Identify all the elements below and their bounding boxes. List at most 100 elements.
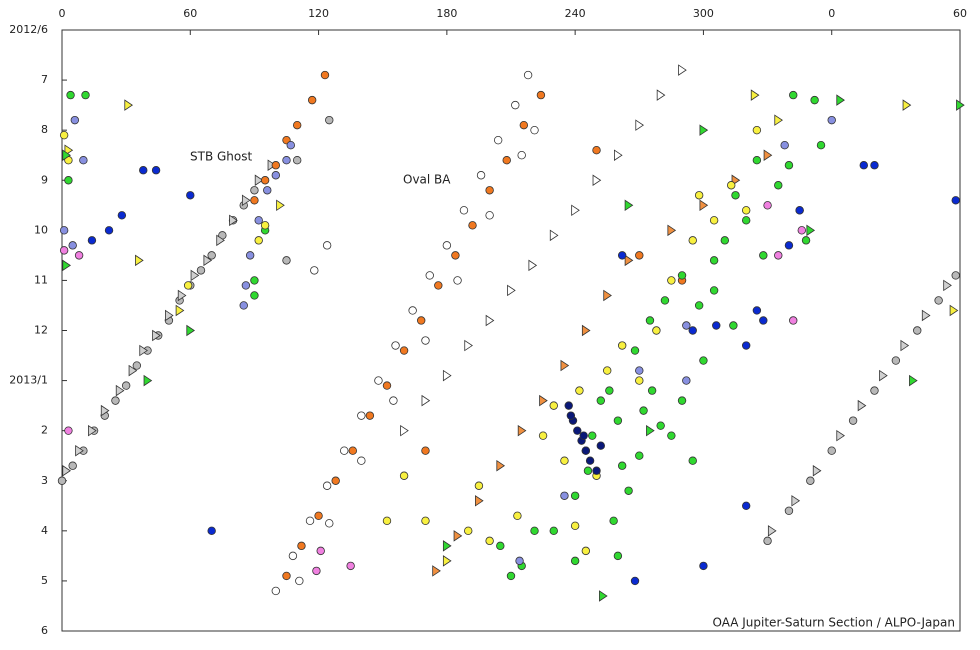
circle-marker — [667, 431, 676, 440]
y-tick-label: 2013/1 — [9, 374, 48, 387]
circle-marker — [408, 306, 417, 315]
y-tick-label: 11 — [34, 273, 48, 286]
circle-marker — [913, 326, 922, 335]
circle-marker — [254, 216, 263, 225]
circle-marker — [389, 396, 398, 405]
circle-marker — [588, 431, 597, 440]
circle-marker — [374, 376, 383, 385]
triangle-marker — [216, 234, 225, 247]
circle-marker — [57, 476, 67, 485]
circle-marker — [295, 576, 304, 586]
circle-marker — [801, 236, 811, 245]
circle-marker — [660, 296, 670, 305]
y-tick-label: 3 — [41, 474, 48, 487]
circle-marker — [64, 426, 73, 435]
circle-marker — [312, 566, 321, 576]
circle-marker — [357, 411, 366, 420]
annotation: Oval BA — [403, 173, 451, 187]
circle-marker — [451, 251, 460, 260]
circle-marker — [59, 226, 69, 235]
circle-marker — [421, 516, 430, 526]
circle-marker — [564, 401, 573, 410]
triangle-marker — [177, 289, 187, 302]
triangle-marker — [624, 199, 634, 212]
circle-marker — [79, 156, 88, 165]
triangle-marker — [88, 424, 97, 437]
triangle-marker — [949, 304, 959, 317]
circle-marker — [613, 551, 623, 561]
triangle-marker — [442, 555, 452, 567]
triangle-marker — [560, 359, 570, 372]
circle-marker — [583, 466, 593, 475]
triangle-marker — [75, 444, 84, 457]
circle-marker — [774, 251, 783, 260]
triangle-marker — [921, 309, 931, 322]
circle-marker — [271, 586, 281, 596]
circle-marker — [207, 526, 216, 536]
y-tick-label: 2012/6 — [9, 23, 48, 36]
circle-marker — [459, 206, 469, 215]
y-tick-label: 7 — [41, 73, 48, 86]
circle-marker — [759, 316, 768, 325]
circle-marker — [139, 166, 148, 175]
triangle-marker — [496, 459, 506, 472]
circle-marker — [709, 216, 719, 225]
triangle-marker — [699, 124, 709, 136]
triangle-marker — [62, 464, 71, 477]
circle-marker — [207, 251, 216, 260]
triangle-marker — [124, 99, 134, 111]
circle-marker — [485, 211, 494, 220]
circle-marker — [549, 401, 558, 410]
circle-marker — [241, 281, 251, 290]
circle-marker — [365, 411, 375, 420]
circle-marker — [605, 386, 614, 395]
circle-marker — [617, 251, 627, 260]
circle-marker — [511, 100, 520, 110]
circle-marker — [699, 561, 708, 571]
triangle-marker — [900, 339, 910, 352]
x-tick-label: 0 — [59, 7, 66, 20]
circle-marker — [630, 346, 640, 355]
circle-marker — [151, 166, 161, 175]
circle-marker — [699, 356, 708, 365]
circle-marker — [951, 271, 960, 280]
circle-marker — [617, 461, 627, 470]
triangle-marker — [400, 424, 409, 437]
triangle-marker — [774, 114, 783, 126]
triangle-marker — [539, 394, 548, 407]
circle-marker — [485, 186, 494, 195]
circle-marker — [263, 186, 272, 195]
circle-marker — [66, 90, 75, 100]
triangle-marker — [836, 429, 845, 442]
circle-marker — [382, 381, 392, 390]
triangle-marker — [139, 344, 148, 357]
circle-marker — [523, 70, 533, 80]
triangle-marker — [909, 374, 918, 387]
x-tick-label: 300 — [693, 7, 714, 20]
circle-marker — [346, 561, 355, 571]
circle-marker — [759, 251, 768, 260]
circle-marker — [493, 135, 503, 145]
x-tick-label: 120 — [308, 7, 329, 20]
triangle-marker — [152, 329, 161, 342]
circle-marker — [519, 120, 529, 130]
triangle-marker — [767, 525, 777, 537]
circle-marker — [425, 271, 434, 280]
triangle-marker — [750, 89, 760, 101]
triangle-marker — [763, 149, 773, 161]
circle-marker — [305, 516, 315, 526]
circle-marker — [763, 536, 772, 546]
circle-marker — [951, 196, 960, 205]
circle-marker — [603, 366, 612, 375]
circle-marker — [320, 70, 330, 80]
circle-marker — [515, 556, 524, 566]
circle-marker — [399, 471, 409, 480]
circle-marker — [810, 95, 819, 105]
circle-marker — [934, 296, 943, 305]
circle-marker — [288, 551, 298, 561]
circle-marker — [530, 526, 539, 536]
circle-marker — [271, 161, 281, 170]
circle-marker — [316, 546, 325, 556]
circle-marker — [741, 206, 751, 215]
circle-marker — [292, 156, 302, 165]
